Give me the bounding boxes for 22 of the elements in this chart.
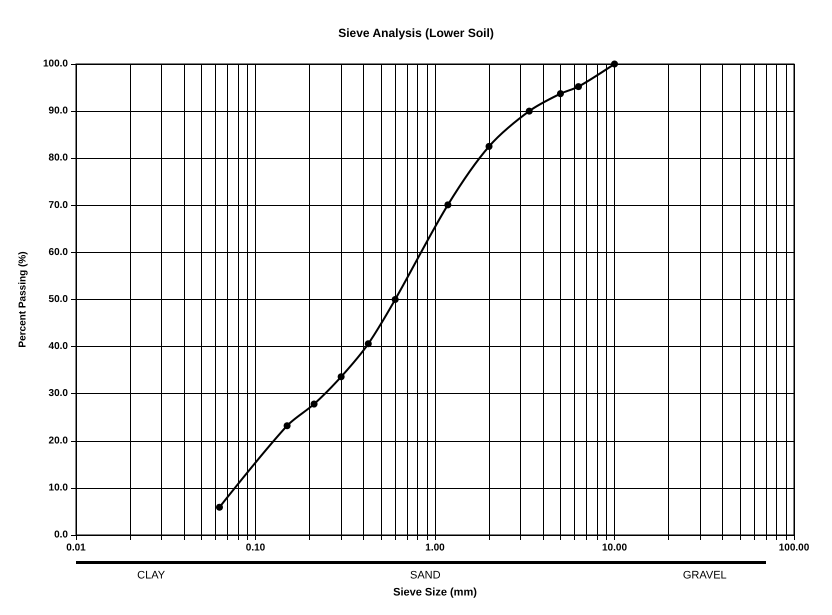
text: GRAVEL bbox=[682, 570, 727, 582]
x-tick-label: 0.10 bbox=[246, 542, 266, 554]
y-tick-label: 0.0 bbox=[54, 530, 68, 540]
y-tick-label: 20.0 bbox=[48, 435, 68, 446]
y-tick-label: 70.0 bbox=[48, 200, 68, 211]
y-tick-label: 50.0 bbox=[48, 294, 68, 305]
text: SAND bbox=[410, 570, 441, 582]
y-tick-label: 30.0 bbox=[48, 388, 68, 400]
y-tick-label: 40.0 bbox=[48, 341, 68, 352]
x-axis-title: Sieve Size (mm) bbox=[393, 586, 478, 598]
y-tick-label: 10.0 bbox=[48, 482, 68, 494]
y-tick-label: 100.0 bbox=[42, 58, 68, 70]
x-tick-label: 1.00 bbox=[425, 542, 446, 554]
y-tick-label: 60.0 bbox=[48, 246, 68, 258]
text: CLAY bbox=[137, 570, 166, 582]
chart-title: Sieve Analysis (Lower Soil) bbox=[338, 26, 494, 40]
x-tick-label: 10.00 bbox=[602, 542, 628, 554]
y-tick-label: 80.0 bbox=[48, 152, 68, 164]
x-tick-label: 0.01 bbox=[66, 542, 86, 554]
x-tick-label: 100.00 bbox=[778, 542, 810, 554]
y-axis-title: Percent Passing (%) bbox=[18, 251, 28, 348]
y-tick-label: 90.0 bbox=[48, 106, 68, 117]
